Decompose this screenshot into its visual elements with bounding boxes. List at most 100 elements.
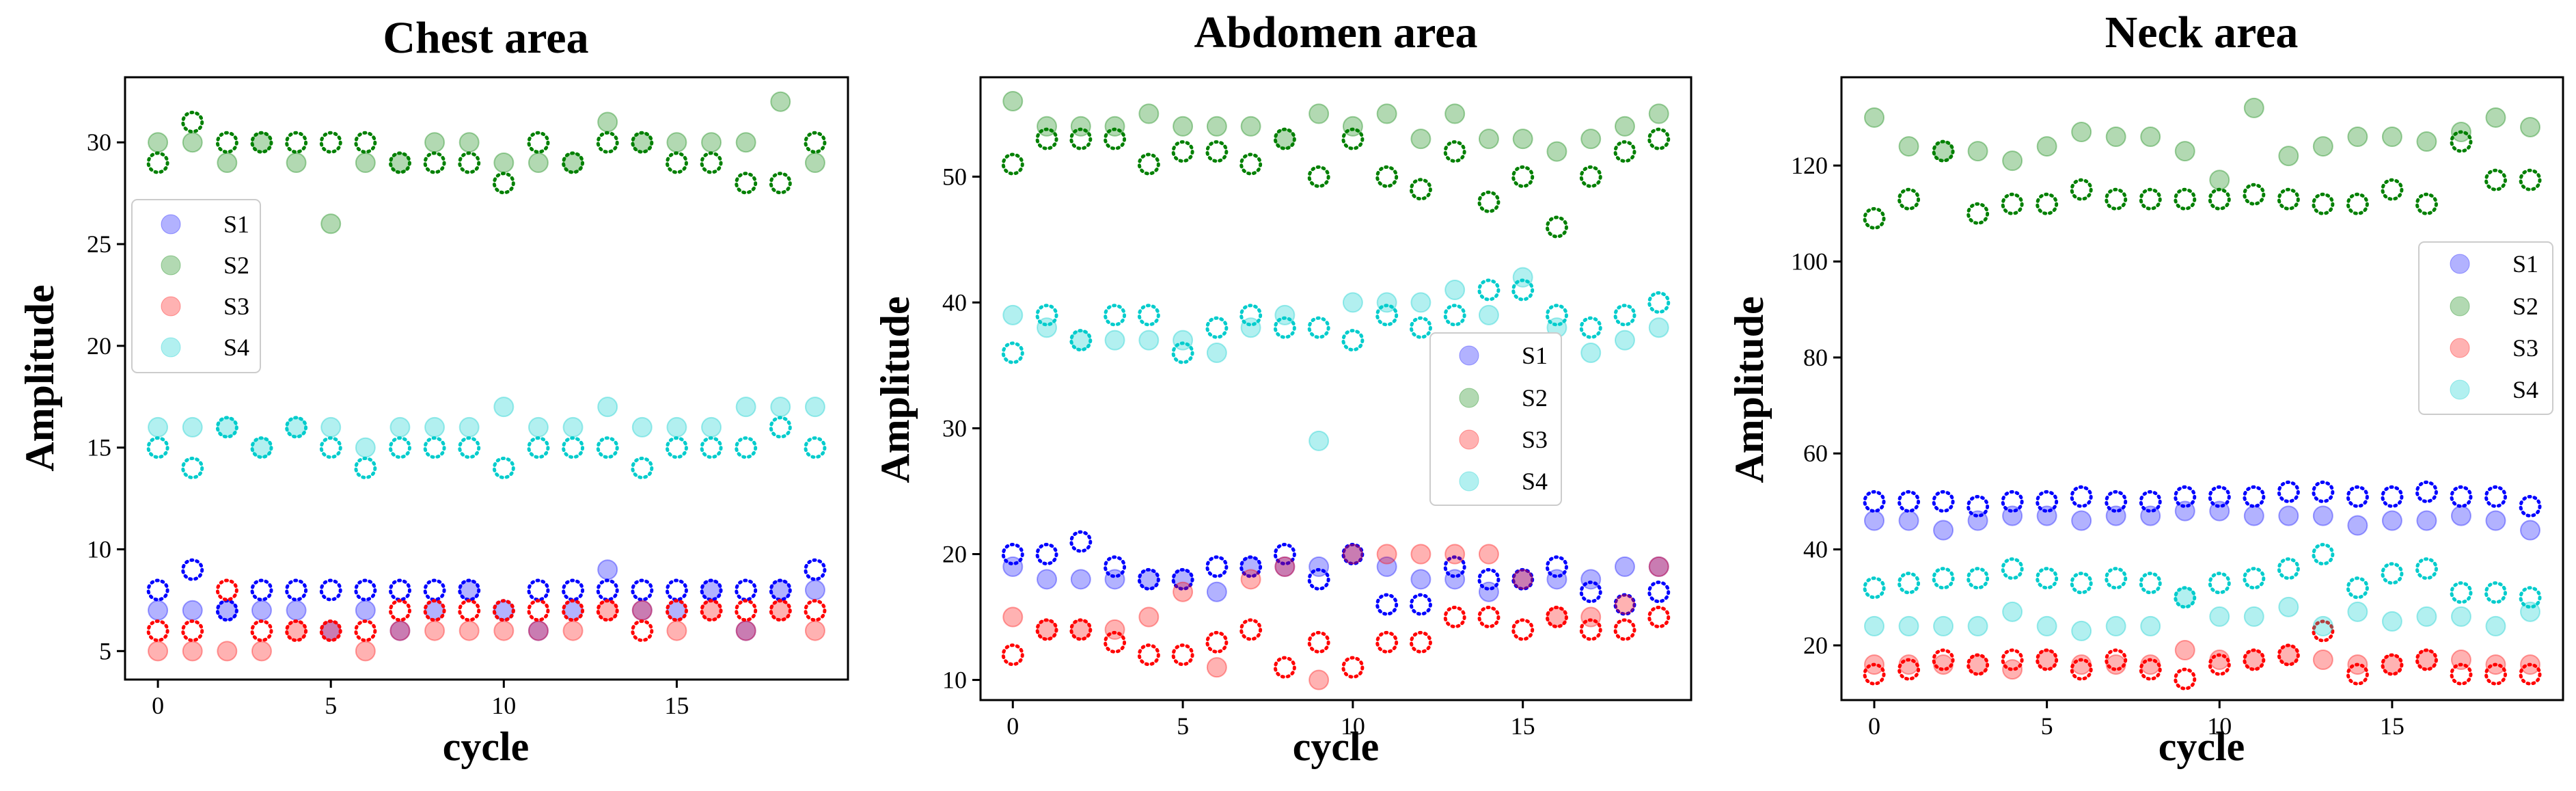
chart-title: Chest area (383, 13, 588, 63)
legend-label-s2: S2 (2512, 293, 2538, 320)
data-point-s2 (389, 152, 411, 174)
y-tick-label: 25 (87, 230, 111, 258)
data-point-s3 (1546, 606, 1567, 628)
data-point-s4 (2140, 615, 2161, 636)
ring-point-s2 (735, 172, 758, 195)
ring-point-s3 (562, 599, 585, 622)
data-point-s2 (770, 91, 791, 112)
ring-point-s1 (1863, 490, 1886, 513)
chart-title: Abdomen area (1194, 8, 1478, 57)
ring-point-s3 (1443, 606, 1466, 629)
data-point-s4 (1967, 615, 1988, 636)
ring-point-s4 (1307, 316, 1330, 339)
data-point-s3 (770, 600, 791, 621)
data-point-s3 (2416, 649, 2437, 671)
ring-point-s4 (1069, 329, 1093, 352)
ring-point-s3 (1069, 618, 1093, 641)
ring-point-s4 (2208, 572, 2231, 595)
ring-point-s4 (2346, 576, 2369, 600)
data-point-s3 (2002, 659, 2023, 680)
ring-point-s4 (700, 436, 723, 459)
data-point-s3 (2450, 649, 2471, 671)
legend: S1 S2 S3 S4 (2418, 241, 2553, 415)
ring-point-s2 (1205, 140, 1229, 163)
data-point-s2 (286, 152, 307, 174)
data-point-s2 (1274, 129, 1296, 150)
ring-point-s2 (596, 131, 619, 154)
legend-frame (1429, 332, 1562, 506)
data-point-s3 (2520, 654, 2540, 675)
y-tick-label: 60 (1803, 440, 1828, 467)
data-point-s3 (1206, 657, 1227, 678)
y-tick-label: 10 (87, 536, 111, 563)
ring-point-s2 (1409, 178, 1432, 201)
ring-point-s3 (1932, 648, 1955, 671)
ring-point-s1 (1647, 580, 1671, 604)
legend-frame (131, 199, 261, 373)
legend-label-s3: S3 (223, 293, 249, 320)
ring-point-s2 (1035, 127, 1058, 150)
data-point-s3 (1002, 606, 1024, 628)
ring-point-s2 (2208, 187, 2231, 211)
chart-title: Neck area (2105, 8, 2299, 57)
ring-point-s2 (1104, 127, 1127, 150)
ring-point-s2 (2277, 187, 2300, 211)
ring-point-s1 (1171, 567, 1194, 591)
ring-point-s3 (665, 599, 688, 622)
legend-label-s1: S1 (223, 211, 249, 238)
ring-point-s2 (492, 172, 515, 195)
data-point-s2 (1478, 129, 1499, 150)
data-point-s2 (527, 152, 549, 174)
ring-point-s4 (285, 416, 308, 439)
data-point-s2 (2312, 136, 2333, 157)
ring-point-s3 (1477, 606, 1501, 629)
data-point-s3 (1104, 619, 1125, 640)
data-point-s4 (1864, 615, 1885, 636)
ring-point-s4 (2277, 557, 2300, 580)
y-tick-label: 30 (87, 129, 111, 156)
data-point-s4 (1070, 330, 1091, 351)
ring-point-s4 (2036, 567, 2059, 590)
ring-point-s4 (1001, 341, 1024, 364)
ring-point-s1 (2139, 490, 2162, 513)
ring-point-s2 (1239, 152, 1263, 176)
data-point-s3 (2105, 654, 2126, 675)
ring-point-s2 (1932, 139, 1955, 163)
data-point-s1 (1308, 556, 1330, 577)
ring-point-s2 (1273, 127, 1296, 150)
ring-point-s1 (1205, 555, 1229, 578)
ring-point-s2 (804, 131, 827, 154)
neck-chart: Neck area 0 5 10 15 20 40 60 80 100 120 cycle Amp… (1727, 8, 2564, 769)
ring-point-s2 (1443, 140, 1466, 163)
ring-point-s3 (2484, 662, 2507, 686)
ring-point-s4 (1137, 304, 1160, 327)
ring-point-s3 (1171, 643, 1194, 667)
data-point-s3 (2243, 649, 2264, 671)
data-point-s2 (2278, 146, 2299, 167)
chest-chart: Chest area 0 5 10 15 5 10 15 20 25 30 cycle Ampli… (17, 13, 849, 769)
ring-point-s1 (1239, 555, 1263, 578)
data-point-s4 (2347, 601, 2368, 622)
data-point-s1 (2381, 510, 2402, 531)
y-axis-label: Amplitude (1727, 296, 1772, 483)
ring-point-s1 (527, 578, 550, 602)
ring-point-s4 (181, 456, 204, 479)
ring-point-s2 (319, 131, 342, 154)
ring-point-s3 (1967, 653, 1990, 676)
data-point-s4 (1002, 304, 1024, 325)
plot-frame (1840, 76, 2564, 701)
y-tick-label: 30 (942, 414, 967, 442)
ring-point-s4 (562, 436, 585, 459)
ring-point-s3 (2346, 662, 2369, 686)
data-point-s1 (1444, 569, 1466, 590)
data-point-s1 (251, 600, 272, 621)
ring-point-s4 (458, 436, 481, 459)
data-point-s1 (355, 600, 376, 621)
ring-point-s4 (2105, 567, 2128, 590)
ring-point-s4 (1545, 304, 1568, 327)
data-point-s3 (1933, 654, 1954, 675)
data-point-s2 (493, 152, 515, 174)
data-point-s3 (1173, 581, 1194, 602)
ring-point-s2 (2070, 178, 2093, 201)
ring-point-s3 (2208, 653, 2231, 676)
